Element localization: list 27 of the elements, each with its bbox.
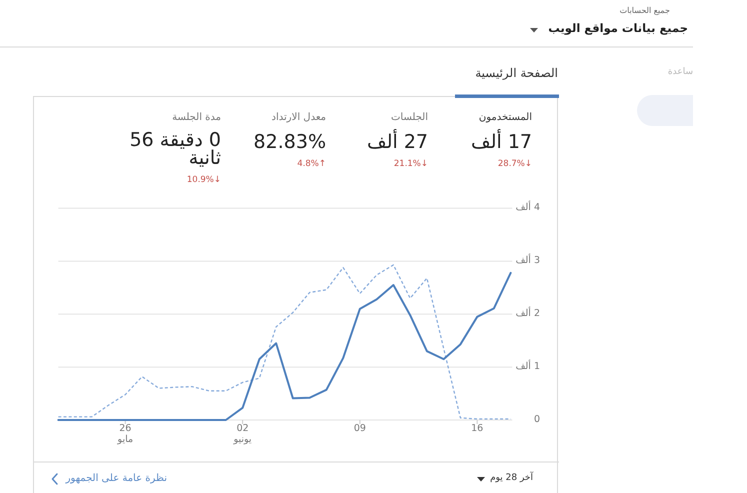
- x-tick-label: 26 مايو: [116, 423, 134, 445]
- text: نظرة عامة على الجمهور: [66, 472, 167, 486]
- x-tick-label: 02 يونيو: [232, 423, 253, 445]
- text: 82.83%: [254, 131, 326, 155]
- text: المستخدمون: [478, 112, 532, 124]
- text: جميع الحسابات: [620, 6, 670, 16]
- y-tick-label: 2 ألف: [516, 308, 540, 320]
- x-tick-label: 09: [352, 423, 367, 434]
- x-tick-label: 16: [470, 423, 484, 434]
- text: 21.1%↓: [394, 158, 428, 170]
- y-tick-label: 3 ألف: [516, 255, 540, 268]
- text: ساعدة: [668, 67, 693, 79]
- text: 10.9%↓: [186, 174, 221, 186]
- text: 17 ألف: [471, 131, 532, 155]
- text: مدة الجلسة: [172, 112, 221, 124]
- text: معدل الارتداد: [272, 112, 326, 124]
- y-tick-label: 0: [534, 414, 540, 426]
- chart-subtitle: الصفحة الرئيسية: [475, 66, 558, 80]
- text: 28.7%↓: [498, 158, 532, 170]
- text: 0 دقيقة 56 ثانية: [128, 129, 221, 169]
- text: 4.8%↑: [297, 158, 326, 170]
- text: 27 ألف: [367, 131, 428, 155]
- text: الجلسات: [391, 112, 428, 124]
- text: آخر 28 يوم: [490, 473, 533, 485]
- text: جميع بيانات مواقع الويب: [548, 20, 688, 36]
- y-tick-label: 4 ألف: [516, 202, 540, 214]
- y-tick-label: 1 ألف: [516, 361, 540, 373]
